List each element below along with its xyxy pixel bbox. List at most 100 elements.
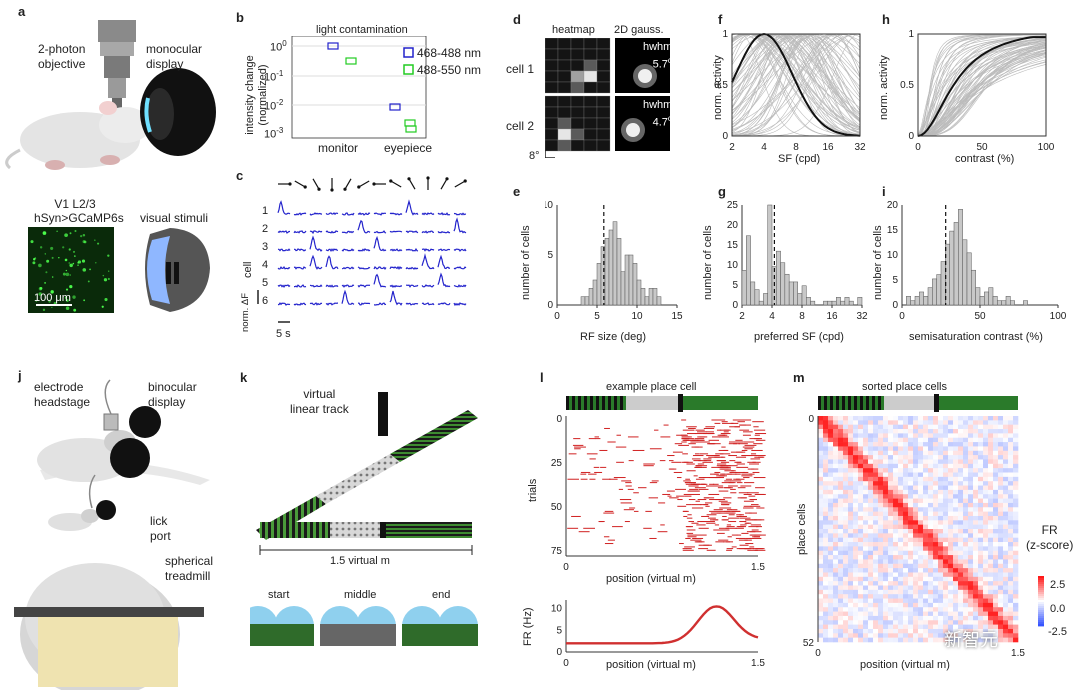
- heatmap-cell: [1003, 437, 1009, 443]
- heatmap-cell: [998, 628, 1004, 634]
- heatmap-cell: [918, 455, 924, 460]
- colorbar-segment: [1038, 590, 1044, 593]
- heatmap-cell: [858, 589, 864, 595]
- heatmap-cell: [828, 589, 834, 595]
- mean-tuning-curve: [731, 32, 861, 137]
- heatmap-cell: [848, 524, 854, 530]
- heatmap-cell: [933, 429, 939, 434]
- heatmap-cell: [1013, 559, 1019, 565]
- heatmap-cell: [998, 533, 1004, 538]
- heatmap-cell: [968, 602, 974, 608]
- heatmap-cell: [1008, 620, 1014, 625]
- contrast-curve: [918, 46, 1047, 137]
- heatmap-cell: [973, 463, 979, 469]
- heatmap-cell: [858, 628, 864, 634]
- heatmap-cell: [878, 481, 884, 486]
- heatmap-cell: [933, 589, 939, 595]
- heatmap-cell: [963, 537, 969, 543]
- heatmap-cell: [903, 437, 909, 443]
- hist-bar: [628, 254, 634, 306]
- heatmap-cell: [1008, 572, 1014, 578]
- hist-bar: [588, 288, 594, 306]
- heatmap-cell: [823, 628, 829, 634]
- heatmap-cell: [973, 633, 979, 638]
- heatmap-cell: [948, 542, 954, 547]
- heatmap-cell: [583, 106, 598, 119]
- heatmap-cell: [943, 442, 949, 447]
- heatmap-cell: [1003, 602, 1009, 608]
- hist-bar: [940, 261, 946, 306]
- heatmap-cell: [868, 502, 874, 508]
- fr-y-tick-label: 10: [551, 604, 563, 615]
- heatmap-cell: [968, 472, 974, 478]
- heatmap-cell: [963, 581, 969, 586]
- heatmap-cell: [908, 568, 914, 573]
- heatmap-cell: [973, 624, 979, 630]
- heatmap-cell: [1013, 502, 1019, 508]
- heatmap-cell: [848, 416, 854, 421]
- heatmap-cell: [818, 494, 824, 499]
- heatmap-cell: [878, 550, 884, 556]
- y-tick-label: 0.5: [900, 80, 914, 91]
- heatmap-cell: [843, 572, 849, 578]
- heatmap-cell: [1013, 524, 1019, 530]
- heatmap-cell: [923, 424, 929, 430]
- heatmap-cell: [983, 472, 989, 478]
- heatmap-cell: [933, 424, 939, 430]
- heatmap-cell: [893, 598, 899, 604]
- heatmap-cell: [998, 598, 1004, 604]
- heatmap-cell: [873, 489, 879, 495]
- heatmap-cell: [963, 476, 969, 482]
- heatmap-cell: [903, 602, 909, 608]
- heatmap-cell: [918, 437, 924, 443]
- heatmap-cell: [828, 594, 834, 599]
- heatmap-cell: [943, 546, 949, 552]
- heatmap-cell: [828, 472, 834, 478]
- heatmap-cell: [983, 429, 989, 434]
- heatmap-cell: [843, 446, 849, 452]
- heatmap-cell: [868, 542, 874, 547]
- heatmap-cell: [993, 520, 999, 525]
- heatmap-cell: [888, 585, 894, 591]
- heatmap-cell: [823, 620, 829, 625]
- heatmap-cell: [938, 537, 944, 543]
- heatmap-cell: [893, 572, 899, 578]
- d-cell2-hwhm: hwhm 4.7o: [643, 99, 673, 129]
- heatmap-cell: [557, 48, 572, 61]
- y-tick-label: 10: [545, 200, 553, 211]
- heatmap-cell: [818, 472, 824, 478]
- heatmap-cell: [923, 559, 929, 565]
- heatmap-cell: [988, 524, 994, 530]
- heatmap-cell: [938, 429, 944, 434]
- heatmap-cell: [833, 546, 839, 552]
- heatmap-cell: [973, 420, 979, 425]
- heatmap-cell: [918, 459, 924, 465]
- heatmap-cell: [828, 537, 834, 543]
- heatmap-cell: [848, 494, 854, 499]
- heatmap-cell: [923, 624, 929, 630]
- heatmap-cell: [988, 585, 994, 591]
- heatmap-cell: [1013, 442, 1019, 447]
- heatmap-cell: [943, 576, 949, 582]
- hist-bar: [797, 293, 803, 306]
- heatmap-cell: [943, 450, 949, 456]
- heatmap-cell: [963, 550, 969, 556]
- heatmap-cell: [948, 572, 954, 578]
- heatmap-cell: [848, 637, 854, 643]
- heatmap-cell: [1008, 546, 1014, 552]
- heatmap-cell: [838, 481, 844, 486]
- heatmap-cell: [868, 568, 874, 573]
- heatmap-cell: [998, 481, 1004, 486]
- heatmap-cell: [818, 633, 824, 638]
- heatmap-cell: [933, 476, 939, 482]
- heatmap-cell: [983, 511, 989, 517]
- heatmap-cell: [988, 498, 994, 504]
- heatmap-cell: [833, 594, 839, 599]
- heatmap-cell: [848, 533, 854, 538]
- heatmap-cell: [913, 515, 919, 521]
- heatmap-cell: [1003, 455, 1009, 460]
- heatmap-cell: [828, 624, 834, 630]
- heatmap-cell: [878, 637, 884, 643]
- track-stripe: [860, 396, 863, 410]
- heatmap-cell: [923, 524, 929, 530]
